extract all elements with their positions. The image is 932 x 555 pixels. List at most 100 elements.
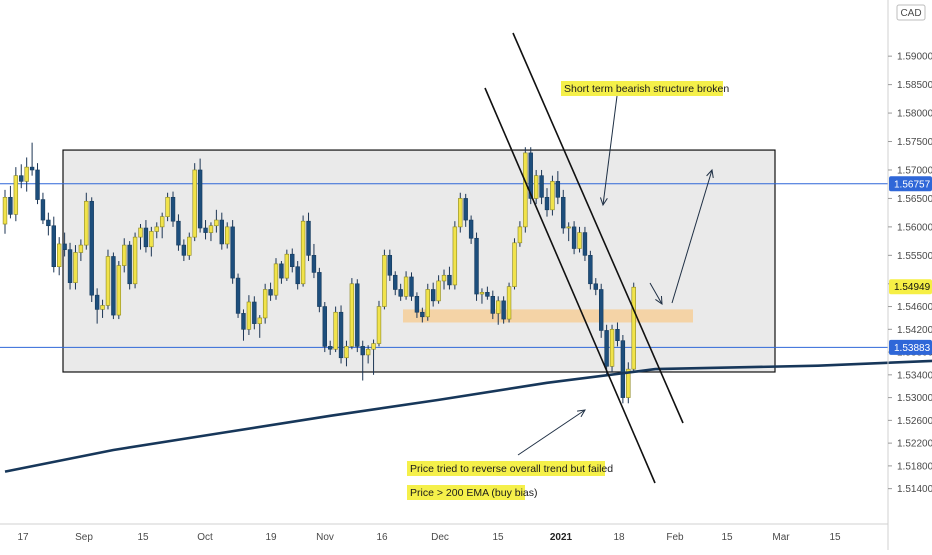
- arrow-target-up[interactable]: [671, 168, 714, 304]
- candle[interactable]: [420, 307, 425, 323]
- candle[interactable]: [159, 212, 165, 239]
- candle[interactable]: [311, 243, 317, 279]
- candle[interactable]: [252, 296, 257, 330]
- candle[interactable]: [631, 282, 636, 372]
- candle[interactable]: [349, 278, 355, 350]
- candle[interactable]: [376, 300, 382, 347]
- candle[interactable]: [506, 282, 512, 323]
- annotation-note[interactable]: Price tried to reverse overall trend but…: [407, 461, 613, 476]
- channel-upper-trendline[interactable]: [512, 32, 684, 424]
- candle[interactable]: [425, 283, 430, 321]
- candle[interactable]: [2, 189, 8, 234]
- candle[interactable]: [197, 158, 203, 233]
- candle[interactable]: [62, 232, 67, 257]
- candle[interactable]: [246, 295, 252, 336]
- candle[interactable]: [67, 242, 73, 290]
- candle[interactable]: [13, 167, 19, 222]
- candle[interactable]: [230, 220, 235, 284]
- candle[interactable]: [561, 189, 566, 234]
- candle[interactable]: [571, 221, 577, 255]
- ema-200-line[interactable]: [4, 328, 932, 473]
- candle[interactable]: [609, 324, 615, 372]
- arrow-retest-down[interactable]: [649, 282, 663, 305]
- candle[interactable]: [132, 232, 138, 289]
- candle[interactable]: [539, 169, 544, 205]
- candle[interactable]: [544, 188, 550, 217]
- candle[interactable]: [149, 226, 154, 257]
- candle[interactable]: [122, 238, 127, 273]
- candle[interactable]: [78, 239, 84, 262]
- candle[interactable]: [598, 283, 604, 338]
- range-rectangle[interactable]: [62, 149, 776, 373]
- candle[interactable]: [371, 339, 376, 375]
- candle[interactable]: [582, 226, 588, 262]
- candle[interactable]: [403, 271, 409, 300]
- arrow-to-broken-structure[interactable]: [599, 95, 618, 207]
- candle[interactable]: [154, 222, 159, 239]
- candle[interactable]: [317, 267, 322, 313]
- candle[interactable]: [588, 250, 593, 290]
- candle[interactable]: [604, 324, 609, 375]
- candle[interactable]: [414, 292, 420, 318]
- candle[interactable]: [452, 221, 458, 290]
- annotation-note[interactable]: Short term bearish structure broken: [561, 81, 729, 96]
- candle[interactable]: [170, 191, 176, 227]
- price-label[interactable]: 1.53883: [889, 339, 932, 355]
- candle[interactable]: [577, 226, 582, 253]
- candle[interactable]: [355, 279, 360, 353]
- candle[interactable]: [474, 232, 479, 301]
- candle[interactable]: [143, 220, 149, 253]
- candle[interactable]: [490, 290, 495, 320]
- candle[interactable]: [593, 278, 598, 296]
- candle[interactable]: [441, 269, 447, 290]
- demand-zone[interactable]: [403, 309, 693, 323]
- candle[interactable]: [138, 224, 143, 250]
- annotation-note[interactable]: Price > 200 EMA (buy bias): [407, 485, 538, 500]
- candle[interactable]: [517, 221, 523, 247]
- candle[interactable]: [615, 322, 620, 347]
- candle[interactable]: [111, 252, 116, 320]
- candle[interactable]: [219, 212, 224, 250]
- candle[interactable]: [73, 245, 78, 290]
- candle[interactable]: [203, 220, 208, 240]
- price-label[interactable]: 1.54949: [889, 279, 932, 295]
- candle[interactable]: [187, 232, 192, 260]
- candle[interactable]: [512, 238, 517, 290]
- candle[interactable]: [290, 248, 295, 273]
- candle[interactable]: [46, 212, 51, 236]
- candle[interactable]: [100, 299, 105, 318]
- candle[interactable]: [284, 249, 290, 281]
- candle[interactable]: [19, 164, 24, 189]
- candle[interactable]: [393, 271, 398, 296]
- candle[interactable]: [306, 212, 311, 262]
- candle[interactable]: [501, 296, 506, 324]
- candle[interactable]: [208, 222, 214, 242]
- candle[interactable]: [268, 282, 273, 301]
- candle[interactable]: [94, 288, 100, 324]
- candle[interactable]: [29, 142, 35, 176]
- candle[interactable]: [40, 192, 46, 225]
- candle[interactable]: [192, 163, 197, 242]
- candle[interactable]: [84, 192, 89, 250]
- candle[interactable]: [300, 215, 306, 287]
- candle[interactable]: [566, 222, 571, 242]
- candle[interactable]: [225, 222, 230, 249]
- candle[interactable]: [338, 305, 344, 364]
- candle[interactable]: [116, 261, 122, 320]
- candle[interactable]: [262, 283, 268, 324]
- arrow-to-failed-reversal[interactable]: [517, 409, 586, 456]
- candle[interactable]: [360, 340, 365, 381]
- candle[interactable]: [241, 309, 246, 341]
- candle[interactable]: [214, 209, 219, 233]
- candle[interactable]: [24, 157, 29, 192]
- candle[interactable]: [458, 192, 463, 233]
- candle[interactable]: [333, 306, 338, 353]
- candle[interactable]: [436, 275, 441, 304]
- candle[interactable]: [409, 272, 414, 301]
- candle[interactable]: [322, 301, 327, 353]
- candle[interactable]: [165, 192, 170, 222]
- candle[interactable]: [398, 283, 403, 301]
- candle[interactable]: [447, 266, 452, 290]
- candle[interactable]: [127, 241, 132, 290]
